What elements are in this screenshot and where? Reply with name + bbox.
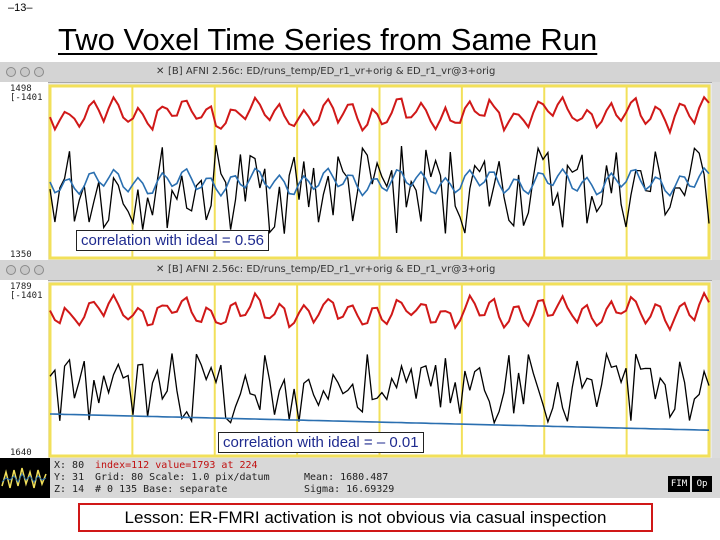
scrollbar-right[interactable]	[712, 280, 720, 458]
status-bar: X: 80 index=112 value=1793 at 224 Y: 31 …	[0, 458, 720, 498]
base-readout: # 0 135 Base: separate	[95, 484, 228, 495]
y-axis-panel: 1789 [-1401 1640	[0, 280, 48, 458]
coord-z: Z: 14	[54, 484, 85, 495]
y-sub-label: [-1401	[10, 93, 43, 103]
y-max-label: 1498	[10, 84, 32, 94]
slide-number: –13–	[8, 2, 33, 14]
correlation-label: correlation with ideal = – 0.01	[218, 432, 424, 453]
y-min-label: 1350	[10, 250, 32, 260]
minimize-traffic-light[interactable]	[20, 67, 30, 77]
fit-line	[49, 413, 710, 431]
voxel-data-line	[49, 351, 710, 425]
y-max-label: 1789	[10, 282, 32, 292]
coord-y: Y: 31	[54, 472, 85, 483]
afni-graph-window-2: ✕ [B] AFNI 2.56c: ED/runs_temp/ED_r1_vr+…	[0, 260, 720, 458]
window-titlebar-2[interactable]: ✕ [B] AFNI 2.56c: ED/runs_temp/ED_r1_vr+…	[0, 260, 720, 281]
window-titlebar-1[interactable]: ✕ [B] AFNI 2.56c: ED/runs_temp/ED_r1_vr+…	[0, 62, 720, 83]
ideal-response-line	[49, 95, 710, 136]
close-traffic-light[interactable]	[6, 67, 16, 77]
slide-title: Two Voxel Time Series from Same Run	[58, 22, 598, 57]
x-icon[interactable]: ✕	[156, 66, 165, 77]
minimize-traffic-light[interactable]	[20, 265, 30, 275]
x-icon[interactable]: ✕	[156, 264, 165, 275]
zoom-traffic-light[interactable]	[34, 67, 44, 77]
time-series-plot-2	[48, 282, 711, 458]
y-sub-label: [-1401	[10, 291, 43, 301]
afni-graph-window-1: ✕ [B] AFNI 2.56c: ED/runs_temp/ED_r1_vr+…	[0, 62, 720, 260]
correlation-label: correlation with ideal = 0.56	[76, 230, 270, 251]
fit-line	[49, 166, 710, 198]
grid-scale-readout: Grid: 80 Scale: 1.0 pix/datum	[95, 472, 270, 483]
mean-readout: Mean: 1680.487	[304, 472, 389, 483]
fim-button[interactable]: FIM	[668, 476, 690, 492]
close-traffic-light[interactable]	[6, 265, 16, 275]
overview-thumbnail[interactable]	[0, 458, 50, 498]
scrollbar-right[interactable]	[712, 82, 720, 260]
window-title: [B] AFNI 2.56c: ED/runs_temp/ED_r1_vr+or…	[168, 264, 496, 275]
sigma-readout: Sigma: 16.69329	[304, 484, 395, 495]
opt-button[interactable]: Op	[692, 476, 712, 492]
index-value-readout: index=112 value=1793 at 224	[95, 460, 258, 471]
y-axis-panel: 1498 [-1401 1350	[0, 82, 48, 260]
voxel-data-line	[49, 145, 710, 234]
time-series-plot-1	[48, 84, 711, 260]
y-min-label: 1640	[10, 448, 32, 458]
window-title: [B] AFNI 2.56c: ED/runs_temp/ED_r1_vr+or…	[168, 66, 496, 77]
zoom-traffic-light[interactable]	[34, 265, 44, 275]
ideal-response-line	[49, 290, 710, 333]
lesson-callout: Lesson: ER-FMRI activation is not obviou…	[78, 503, 653, 532]
thumbnail-waveform-icon	[1, 467, 47, 489]
coord-x: X: 80	[54, 460, 85, 471]
